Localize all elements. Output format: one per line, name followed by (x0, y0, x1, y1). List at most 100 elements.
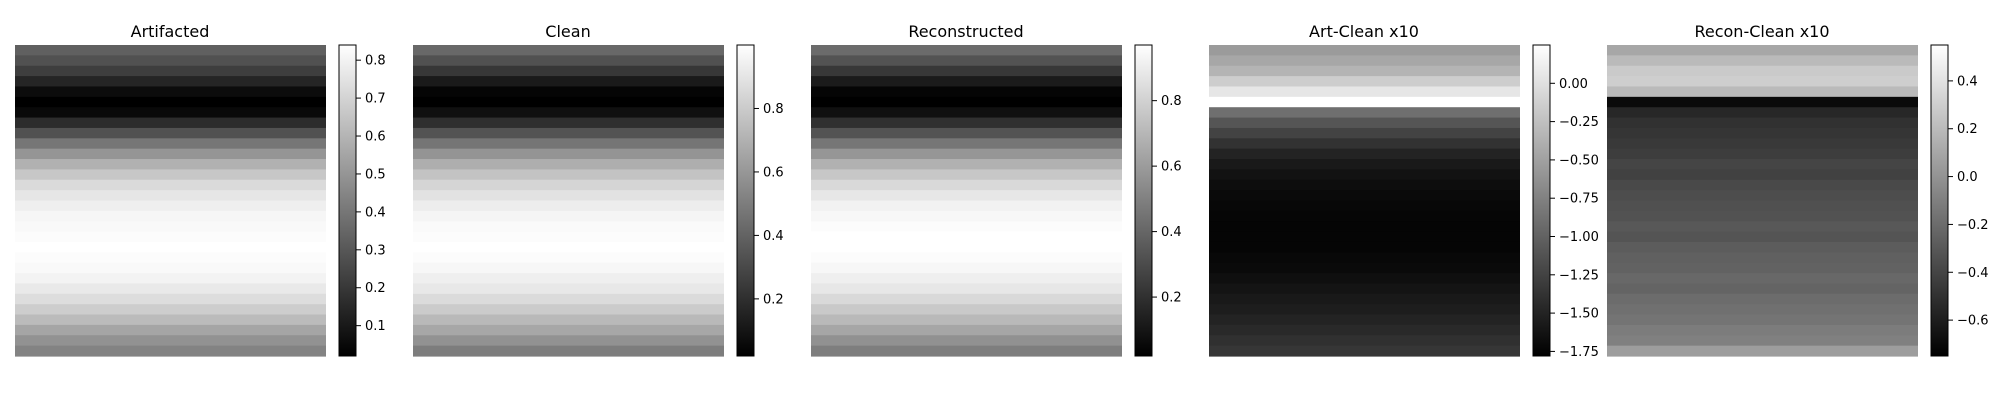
heatmap-row (1607, 335, 1918, 347)
heatmap-row (413, 190, 724, 202)
heatmap-row (1607, 210, 1918, 222)
heatmap-row (1607, 283, 1918, 295)
heatmap-row (1607, 324, 1918, 336)
heatmap-row (15, 159, 326, 170)
heatmap-row (15, 55, 326, 67)
colorbar-tick-label: −0.6 (1957, 314, 1989, 329)
heatmap-row (811, 335, 1122, 347)
heatmap-row (1607, 117, 1918, 129)
colorbar-tick-label: 0.4 (365, 205, 386, 220)
colorbar-tick-label: −0.50 (1559, 153, 1599, 168)
colorbar (1930, 44, 1949, 357)
colorbar (338, 44, 357, 357)
heatmap-row (811, 252, 1122, 264)
heatmap-row (1607, 262, 1918, 274)
heatmap-row (811, 210, 1122, 222)
panel-reconstructed: Reconstructed 0.2 0.4 0.6 0.8 (811, 22, 1182, 357)
heatmap-row (15, 324, 326, 336)
heatmap-row (1209, 262, 1520, 274)
heatmap-row (1209, 231, 1520, 243)
heatmap-row (15, 304, 326, 316)
heatmap-row (811, 293, 1122, 305)
colorbar-tick-label: 0.4 (763, 229, 784, 244)
colorbar-tick-label: −0.4 (1957, 266, 1989, 281)
heatmap-row (413, 138, 724, 150)
heatmap-row (15, 200, 326, 212)
heatmap-row (15, 262, 326, 274)
heatmap-row (15, 335, 326, 347)
heatmap-row (1607, 231, 1918, 243)
heatmap-row (1209, 273, 1520, 285)
heatmap-row (811, 200, 1122, 212)
heatmap-row (1607, 65, 1918, 77)
heatmap-row (413, 55, 724, 67)
colorbar-tick-label: 0.8 (1161, 94, 1182, 109)
heatmap-row (1607, 138, 1918, 150)
heatmap-row (1209, 314, 1520, 326)
heatmap-row (413, 283, 724, 295)
heatmap-row (1209, 221, 1520, 233)
heatmap-row (1607, 55, 1918, 67)
heatmap-row (15, 127, 326, 139)
colorbar-tick-label: 0.7 (365, 92, 386, 107)
heatmap-row (15, 293, 326, 305)
panel-title-reconstructed: Reconstructed (908, 22, 1023, 41)
heatmap-row (1607, 159, 1918, 170)
heatmap-row (1607, 127, 1918, 139)
heatmap-row (15, 117, 326, 129)
heatmap-row (413, 96, 724, 108)
heatmap-row (413, 86, 724, 98)
heatmap-row (15, 138, 326, 150)
colorbar-tick-label: −1.00 (1559, 230, 1599, 245)
heatmap-row (811, 117, 1122, 129)
panel-title-art-clean: Art-Clean x10 (1309, 22, 1419, 41)
panel-artifacted: Artifacted 0.1 0.2 0.3 0.4 0.5 0.6 0.7 0.8 (15, 22, 386, 357)
heatmap-row (1209, 324, 1520, 336)
heatmap-row (811, 283, 1122, 295)
colorbar-tick-label: 0.2 (1957, 122, 1978, 137)
colorbar-tick-label: 0.2 (365, 281, 386, 296)
heatmap-row (811, 345, 1122, 357)
heatmap-row (1209, 345, 1520, 357)
heatmap-row (413, 159, 724, 170)
heatmap-row (15, 345, 326, 357)
heatmap-row (811, 262, 1122, 274)
heatmap-row (15, 107, 326, 119)
heatmap-row (413, 65, 724, 77)
heatmap-row (811, 241, 1122, 253)
heatmap-row (15, 273, 326, 285)
heatmap-row (1209, 45, 1520, 56)
heatmap-row (1607, 96, 1918, 108)
heatmap-row (413, 293, 724, 305)
heatmap-row (1209, 241, 1520, 253)
heatmap-row (413, 262, 724, 274)
heatmap-row (811, 148, 1122, 160)
colorbar-tick-label: 0.8 (763, 102, 784, 117)
heatmap-row (1209, 304, 1520, 316)
heatmap-row (15, 96, 326, 108)
heatmap-row (413, 324, 724, 336)
heatmap-row (1607, 293, 1918, 305)
heatmap-row (1607, 45, 1918, 56)
colorbar-tick-label: −0.25 (1559, 115, 1599, 130)
heatmap-row (15, 210, 326, 222)
panel-title-recon-clean: Recon-Clean x10 (1694, 22, 1829, 41)
heatmap-row (811, 127, 1122, 139)
panel-title-clean: Clean (545, 22, 590, 41)
panel-clean: Clean 0.2 0.4 0.6 0.8 (413, 22, 784, 357)
heatmap-row (15, 76, 326, 88)
heatmap-row (413, 148, 724, 160)
colorbar (1134, 44, 1153, 357)
heatmap-row (1209, 86, 1520, 98)
heatmap-row (1209, 127, 1520, 139)
colorbar-tick-label: −0.75 (1559, 192, 1599, 207)
heatmap-row (15, 283, 326, 295)
heatmap-row (1209, 96, 1520, 108)
heatmap-row (811, 221, 1122, 233)
colorbar-tick-label: 0.4 (1161, 225, 1182, 240)
heatmap-row (811, 324, 1122, 336)
panel-title-artifacted: Artifacted (131, 22, 210, 41)
heatmap-row (811, 273, 1122, 285)
colorbar-tick-label: 0.5 (365, 167, 386, 182)
